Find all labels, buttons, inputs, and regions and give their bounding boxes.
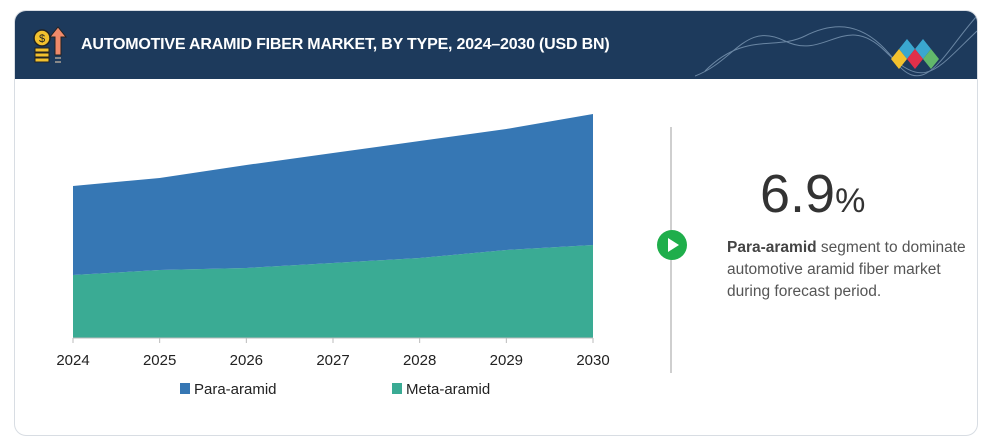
- decorative-waves: [695, 15, 977, 77]
- x-tick-label: 2025: [143, 352, 176, 369]
- area-meta-aramid: [73, 245, 593, 338]
- highlight-sentence: segment to dominate automotive aramid fi…: [727, 239, 966, 300]
- legend-swatch: [180, 383, 190, 394]
- legend-swatch: [392, 383, 402, 394]
- stacked-area-chart: 2024 2025 2026 2027 2028 2029 2030 Para-aramid M…: [56, 114, 610, 398]
- x-tick-label: 2028: [403, 352, 436, 369]
- x-tick-label: 2030: [576, 352, 609, 369]
- x-tick-label: 2029: [490, 352, 523, 369]
- chart-title: AUTOMOTIVE ARAMID FIBER MARKET, BY TYPE,…: [81, 36, 610, 53]
- legend-label: Meta-aramid: [406, 381, 490, 398]
- cagr-value: 6.9%: [760, 163, 865, 225]
- x-tick-label: 2026: [230, 352, 263, 369]
- money-growth-icon: $: [33, 26, 68, 63]
- cagr-number: 6.9: [760, 164, 836, 224]
- highlight-text: Para-aramid segment to dominate automoti…: [727, 237, 967, 303]
- x-tick-label: 2027: [316, 352, 349, 369]
- cagr-unit: %: [835, 182, 866, 220]
- x-tick-label: 2024: [56, 352, 89, 369]
- segment-name: Para-aramid: [727, 239, 817, 256]
- legend-label: Para-aramid: [194, 381, 277, 398]
- header-bar: $ AUTOMOTIVE ARAMID FIBER MARKET, BY TYP…: [15, 11, 977, 79]
- diamond-logo-icon: [891, 39, 939, 69]
- area-para-aramid: [73, 114, 593, 275]
- svg-text:$: $: [39, 33, 45, 45]
- play-bullet-icon: [657, 230, 687, 260]
